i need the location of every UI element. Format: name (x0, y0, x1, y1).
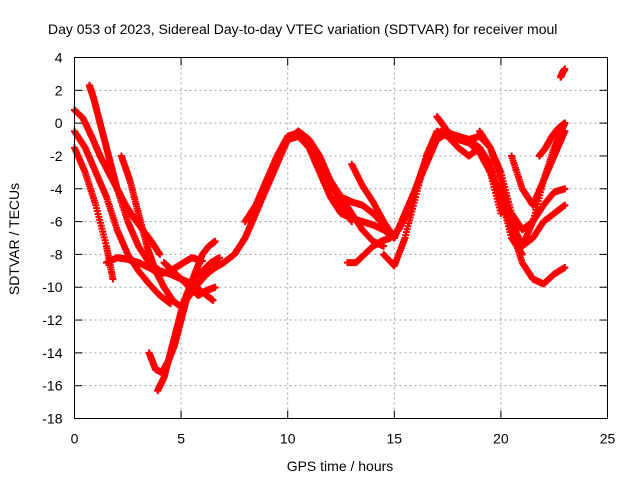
y-tick-label: -4 (50, 181, 63, 197)
x-tick-label: 10 (280, 431, 296, 447)
chart-title: Day 053 of 2023, Sidereal Day-to-day VTE… (48, 21, 557, 37)
y-tick-label: -6 (50, 214, 63, 230)
x-tick-label: 20 (493, 431, 509, 447)
data-point-markers (535, 119, 569, 160)
x-tick-label: 5 (177, 431, 185, 447)
y-tick-label: -8 (50, 246, 63, 262)
y-tick-label: -12 (42, 312, 62, 328)
y-axis-label: SDTVAR / TECUs (6, 183, 22, 295)
x-tick-label: 0 (71, 431, 79, 447)
x-axis-label: GPS time / hours (287, 458, 394, 474)
series-track-u (518, 119, 569, 250)
y-tick-label: -18 (42, 411, 62, 427)
y-tick-label: -2 (50, 148, 63, 164)
series-track-w (557, 65, 569, 81)
x-tick-label: 25 (600, 431, 616, 447)
plot-area (71, 65, 569, 395)
series-track-j (220, 127, 388, 267)
y-tick-label: 4 (55, 50, 63, 66)
y-axis-ticks: -18 -16 -14 -12 -10 -8 -6 -4 -2 0 2 4 (42, 50, 608, 427)
y-tick-label: -14 (42, 345, 62, 361)
x-tick-label: 15 (387, 431, 403, 447)
series-track-i (160, 259, 219, 299)
data-point-markers (220, 127, 388, 267)
plot-frame (74, 57, 608, 419)
data-point-markers (294, 127, 356, 226)
y-tick-label: -10 (42, 279, 62, 295)
y-tick-label: 2 (55, 82, 63, 98)
series-track-v (535, 119, 569, 160)
y-tick-label: 0 (55, 115, 63, 131)
x-axis-ticks: 0 5 10 15 20 25 (71, 57, 616, 447)
grid (74, 57, 608, 419)
series-track-l (241, 132, 398, 242)
data-point-markers (241, 132, 398, 242)
data-point-markers (518, 119, 569, 250)
y-tick-label: -16 (42, 378, 62, 394)
series-track-m (294, 127, 356, 226)
data-point-markers (160, 259, 219, 299)
data-point-markers (557, 65, 569, 81)
